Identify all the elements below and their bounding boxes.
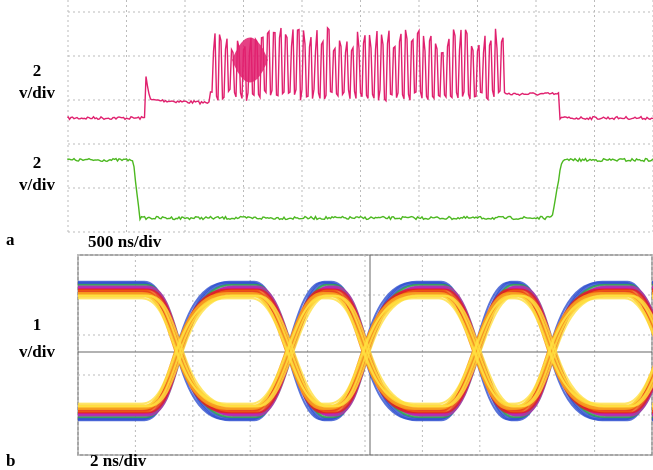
eye-diagram — [78, 282, 653, 420]
channel-scale: 2 — [33, 61, 42, 80]
figure: 2 v/div 2 v/div a 500 ns/div 1 v/div b 2… — [0, 0, 653, 470]
panel-label: b — [6, 451, 15, 470]
channel-scale: 2 — [33, 153, 42, 172]
channel-unit: v/div — [19, 83, 55, 102]
grid-a — [68, 0, 653, 232]
time-scale: 500 ns/div — [88, 232, 162, 251]
channel-scale: 1 — [33, 315, 42, 334]
channel-unit: v/div — [19, 342, 55, 361]
panel-label: a — [6, 230, 15, 249]
time-scale: 2 ns/div — [90, 451, 147, 470]
channel-unit: v/div — [19, 175, 55, 194]
